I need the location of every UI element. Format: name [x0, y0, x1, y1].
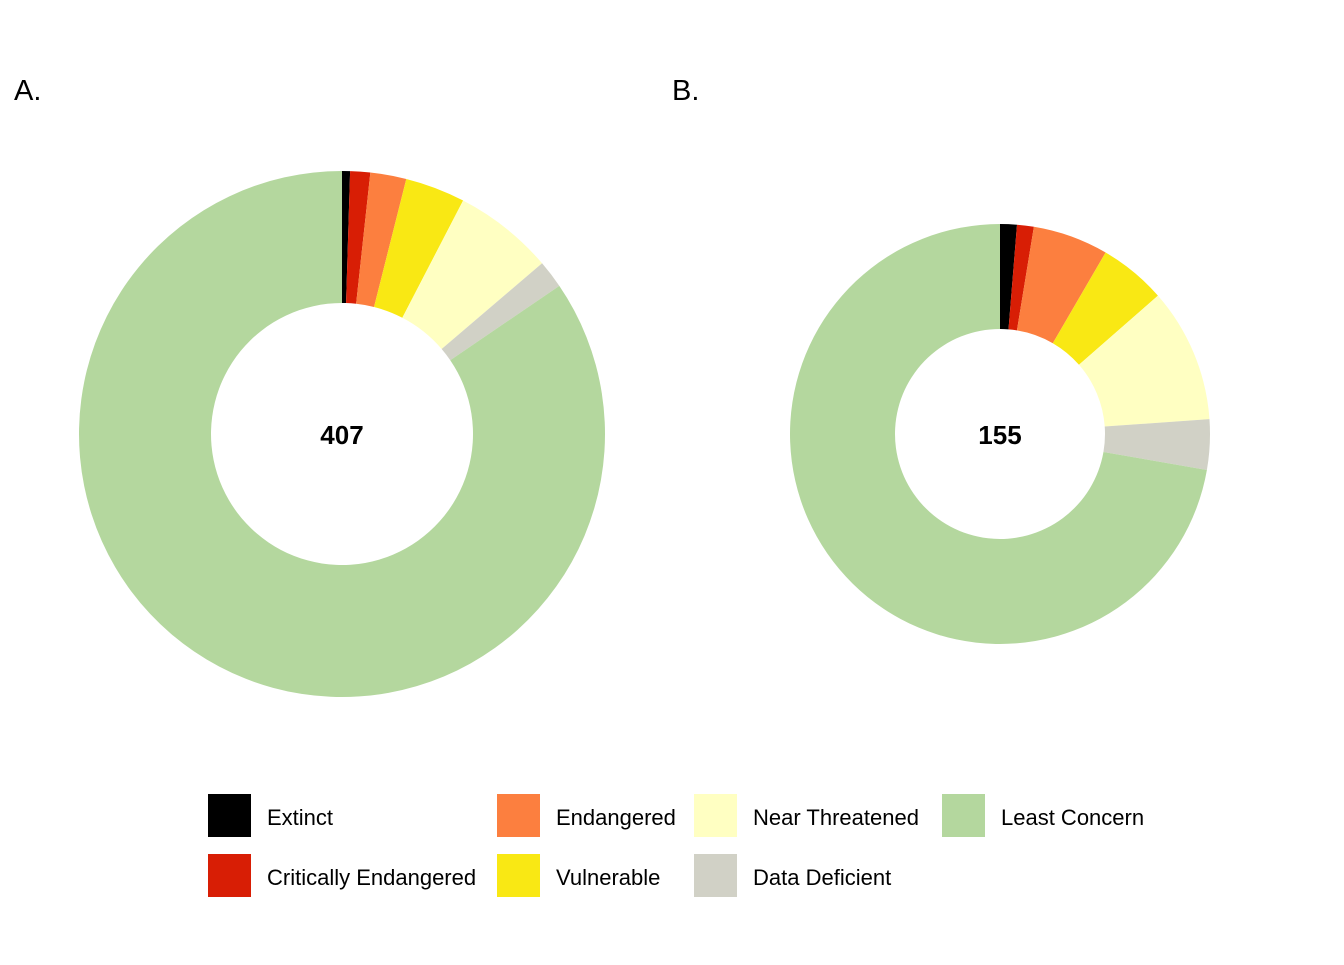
slice-extinct: [1000, 224, 1018, 330]
slice-vulnerable: [1052, 252, 1158, 365]
slice-data-deficient: [441, 263, 560, 361]
legend-label: Near Threatened: [753, 805, 919, 830]
center-label-b: 155: [978, 420, 1021, 450]
slice-near-threatened: [1078, 295, 1210, 427]
legend-swatch: [497, 794, 540, 837]
legend-swatch: [694, 854, 737, 897]
legend-label: Critically Endangered: [267, 865, 476, 890]
panel-label-b: B.: [672, 75, 699, 107]
legend-label: Vulnerable: [556, 865, 660, 890]
legend-swatch: [208, 854, 251, 897]
legend-swatch: [942, 794, 985, 837]
slice-least-concern: [78, 171, 605, 698]
slice-near-threatened: [402, 200, 543, 349]
slice-endangered: [356, 172, 407, 307]
legend-swatch: [208, 794, 251, 837]
legend-label: Endangered: [556, 805, 676, 830]
legend-label: Data Deficient: [753, 865, 891, 890]
donut-b: [790, 224, 1210, 644]
legend-label: Least Concern: [1001, 805, 1144, 830]
slice-data-deficient: [1103, 419, 1210, 471]
legend-swatch: [694, 794, 737, 837]
slice-least-concern: [790, 224, 1207, 644]
slice-endangered: [1016, 226, 1106, 344]
donut-a: [78, 171, 605, 698]
legend-label: Extinct: [267, 805, 333, 830]
slice-extinct: [342, 171, 351, 304]
slice-critically-endangered: [1008, 224, 1034, 331]
legend: Extinct Critically Endangered Endangered Vu…: [208, 794, 1144, 897]
center-label-a: 407: [320, 420, 363, 450]
legend-swatch: [497, 854, 540, 897]
slice-critically-endangered: [346, 171, 371, 304]
panel-label-a: A.: [14, 75, 41, 107]
slice-vulnerable: [374, 178, 464, 318]
